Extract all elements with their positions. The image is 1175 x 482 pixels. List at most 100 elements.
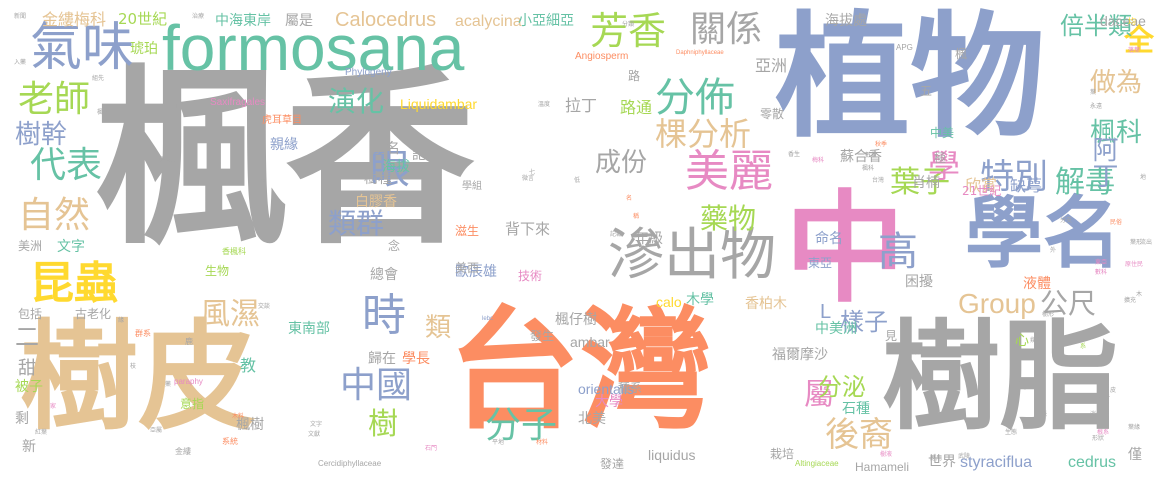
cloud-word: 中國 — [340, 365, 413, 406]
cloud-word: 極 — [934, 151, 947, 165]
cloud-word: 芳香 — [590, 9, 667, 53]
cloud-word: 歸在 — [368, 351, 396, 367]
cloud-word: 入藥 — [14, 59, 27, 66]
cloud-word: 名 — [626, 195, 633, 202]
cloud-word: 路 — [628, 69, 641, 83]
cloud-word: 流出 — [1140, 239, 1153, 246]
cloud-word: 發生 — [530, 329, 555, 343]
cloud-word: 屬是 — [285, 13, 313, 29]
cloud-word: 外 — [1050, 247, 1057, 254]
cloud-word: 皮 — [1110, 387, 1117, 394]
cloud-word: 楓樹大道 — [97, 109, 122, 116]
cloud-word: 新 — [22, 439, 36, 455]
cloud-word: 風濕 — [200, 297, 260, 332]
cloud-word: styraciflua — [960, 454, 1033, 471]
cloud-word: 樹 — [368, 407, 398, 442]
cloud-word: 亞屬 — [150, 427, 163, 434]
cloud-word: 楓科 — [1090, 118, 1143, 148]
cloud-word: 樹液 — [880, 451, 893, 458]
cloud-word: 擴充 — [1124, 297, 1137, 304]
cloud-word: 楓樹 — [236, 417, 264, 433]
cloud-word: 演化 — [328, 85, 385, 118]
cloud-word: 教 — [240, 356, 257, 375]
cloud-word: 倍半類 — [1060, 12, 1132, 40]
cloud-word: 台灣 — [448, 294, 712, 448]
cloud-word: 栽培 — [770, 447, 795, 461]
cloud-word: 治療 — [192, 13, 205, 20]
cloud-word: Liquidambar — [400, 96, 478, 112]
cloud-word: 念 — [388, 239, 401, 253]
cloud-word: 包括 — [18, 307, 43, 321]
cloud-word: 香柏木 — [745, 296, 787, 312]
cloud-word: cedrus — [1068, 454, 1117, 471]
cloud-word: 氣味 — [30, 18, 135, 78]
cloud-word: 金縷 — [175, 447, 191, 456]
cloud-word: 稱 — [633, 213, 640, 220]
cloud-word: Daphniphyllaceae — [676, 50, 724, 56]
cloud-word: 棵分析 — [655, 115, 752, 153]
cloud-word: 應用 — [930, 455, 943, 462]
cloud-word: 代表 — [30, 145, 103, 186]
cloud-word: 五 — [920, 84, 933, 98]
cloud-word: 發達 — [600, 457, 625, 471]
cloud-word: 文獻 — [308, 431, 321, 438]
cloud-word: 高 — [878, 229, 918, 275]
cloud-word: 石種 — [842, 401, 870, 417]
cloud-word: 北美 — [578, 411, 606, 427]
cloud-word: 形狀 — [1092, 435, 1105, 442]
cloud-word: 緣 — [118, 317, 125, 324]
cloud-word: 記 — [412, 147, 426, 163]
cloud-word: orientalis — [578, 381, 635, 397]
cloud-word: 樹皮 — [20, 308, 257, 446]
cloud-word: 蘇合香 — [840, 149, 882, 165]
cloud-word: 楓 — [955, 47, 968, 61]
cloud-word: 解毒 — [1055, 165, 1115, 200]
cloud-word: 民俗 — [1110, 219, 1123, 226]
cloud-word: 類群 — [328, 207, 385, 240]
cloud-word: 科 — [260, 179, 267, 186]
cloud-word: 全 — [1118, 24, 1153, 54]
cloud-word: 滲出物 — [608, 223, 776, 288]
cloud-word: 秋季 — [875, 141, 888, 148]
cloud-word: Altingiaceae — [795, 459, 839, 468]
cloud-word: 地 — [1140, 174, 1147, 181]
cloud-word: 種系 — [618, 381, 643, 395]
cloud-word: L — [820, 301, 832, 323]
cloud-word: 新聞 — [14, 13, 27, 20]
cloud-word: 大學 — [595, 394, 623, 410]
cloud-word: 心 — [1015, 333, 1029, 349]
cloud-word: 學名 — [965, 189, 1122, 279]
cloud-word: 二 — [15, 323, 39, 351]
cloud-word: 葉子 — [890, 165, 950, 200]
cloud-word: 楓科 — [862, 165, 875, 172]
cloud-word: 家 — [50, 403, 57, 410]
cloud-word: 樣子 — [840, 308, 888, 336]
cloud-word: 分類 — [622, 21, 635, 28]
cloud-word: 永遠 — [1090, 103, 1103, 110]
cloud-word: 零散 — [760, 107, 785, 121]
cloud-word: 葉脈 — [1035, 411, 1048, 418]
cloud-word: 樹形 — [1042, 311, 1055, 318]
cloud-word: 公尺 — [1040, 287, 1097, 320]
cloud-word: acalycina — [455, 13, 522, 30]
cloud-word: 金縷梅科 — [42, 10, 107, 29]
cloud-word: 亞洲 — [755, 56, 788, 75]
cloud-word: 肖楠 — [912, 175, 940, 191]
cloud-word: 見 — [885, 329, 898, 343]
cloud-word: 楓仔樹 — [555, 312, 597, 328]
cloud-word: formosana — [162, 12, 465, 84]
cloud-word: 20世紀 — [118, 10, 168, 28]
cloud-word: 海拔 — [382, 159, 410, 175]
cloud-word: 自然 — [18, 195, 91, 236]
cloud-word: 原住民 — [1125, 261, 1144, 268]
cloud-word: 系統 — [222, 437, 238, 446]
cloud-word: 親緣 — [270, 137, 298, 153]
cloud-word: 美西 — [455, 261, 480, 275]
cloud-word: lebc — [482, 316, 494, 322]
cloud-word: 樹脂 — [882, 308, 1119, 446]
cloud-word: 木料 — [232, 413, 245, 420]
cloud-word: 東亞 — [808, 256, 833, 270]
cloud-word: 別名 — [372, 141, 400, 157]
cloud-word: 材料 — [536, 439, 549, 446]
cloud-word: 東南部 — [288, 321, 330, 337]
